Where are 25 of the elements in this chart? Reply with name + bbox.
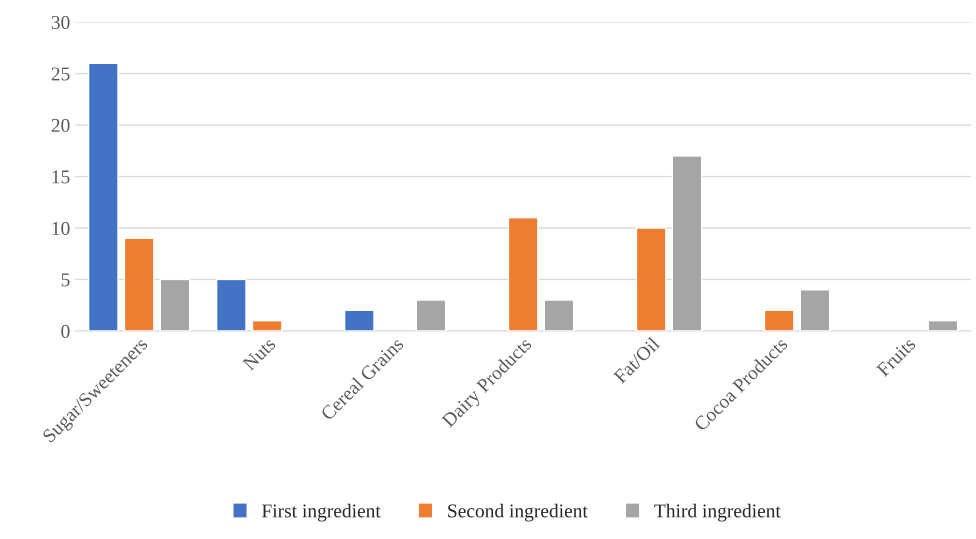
bar	[160, 278, 190, 331]
bar	[252, 320, 283, 331]
y-tick-label: 25	[52, 67, 70, 81]
bar	[928, 320, 958, 331]
bar	[544, 299, 574, 331]
bar	[344, 310, 375, 331]
legend-label: Third ingredient	[654, 504, 781, 522]
bar	[124, 238, 155, 331]
legend-label: First ingredient	[262, 504, 381, 522]
y-tick-label: 20	[52, 118, 70, 132]
bar	[416, 299, 446, 331]
bar	[88, 62, 119, 331]
bar	[508, 217, 539, 331]
bar	[672, 155, 702, 331]
x-tick-label: Nuts	[242, 336, 276, 372]
bar	[764, 310, 795, 331]
y-tick-label: 5	[62, 273, 70, 286]
bar	[636, 227, 667, 331]
bar	[216, 278, 247, 331]
y-tick-label: 10	[52, 222, 70, 235]
y-tick-label: 15	[52, 170, 70, 184]
y-tick-label: 0	[61, 324, 70, 338]
legend-label: Second ingredient	[448, 504, 588, 522]
y-tick-label: 30	[52, 16, 70, 30]
bar	[800, 289, 830, 331]
